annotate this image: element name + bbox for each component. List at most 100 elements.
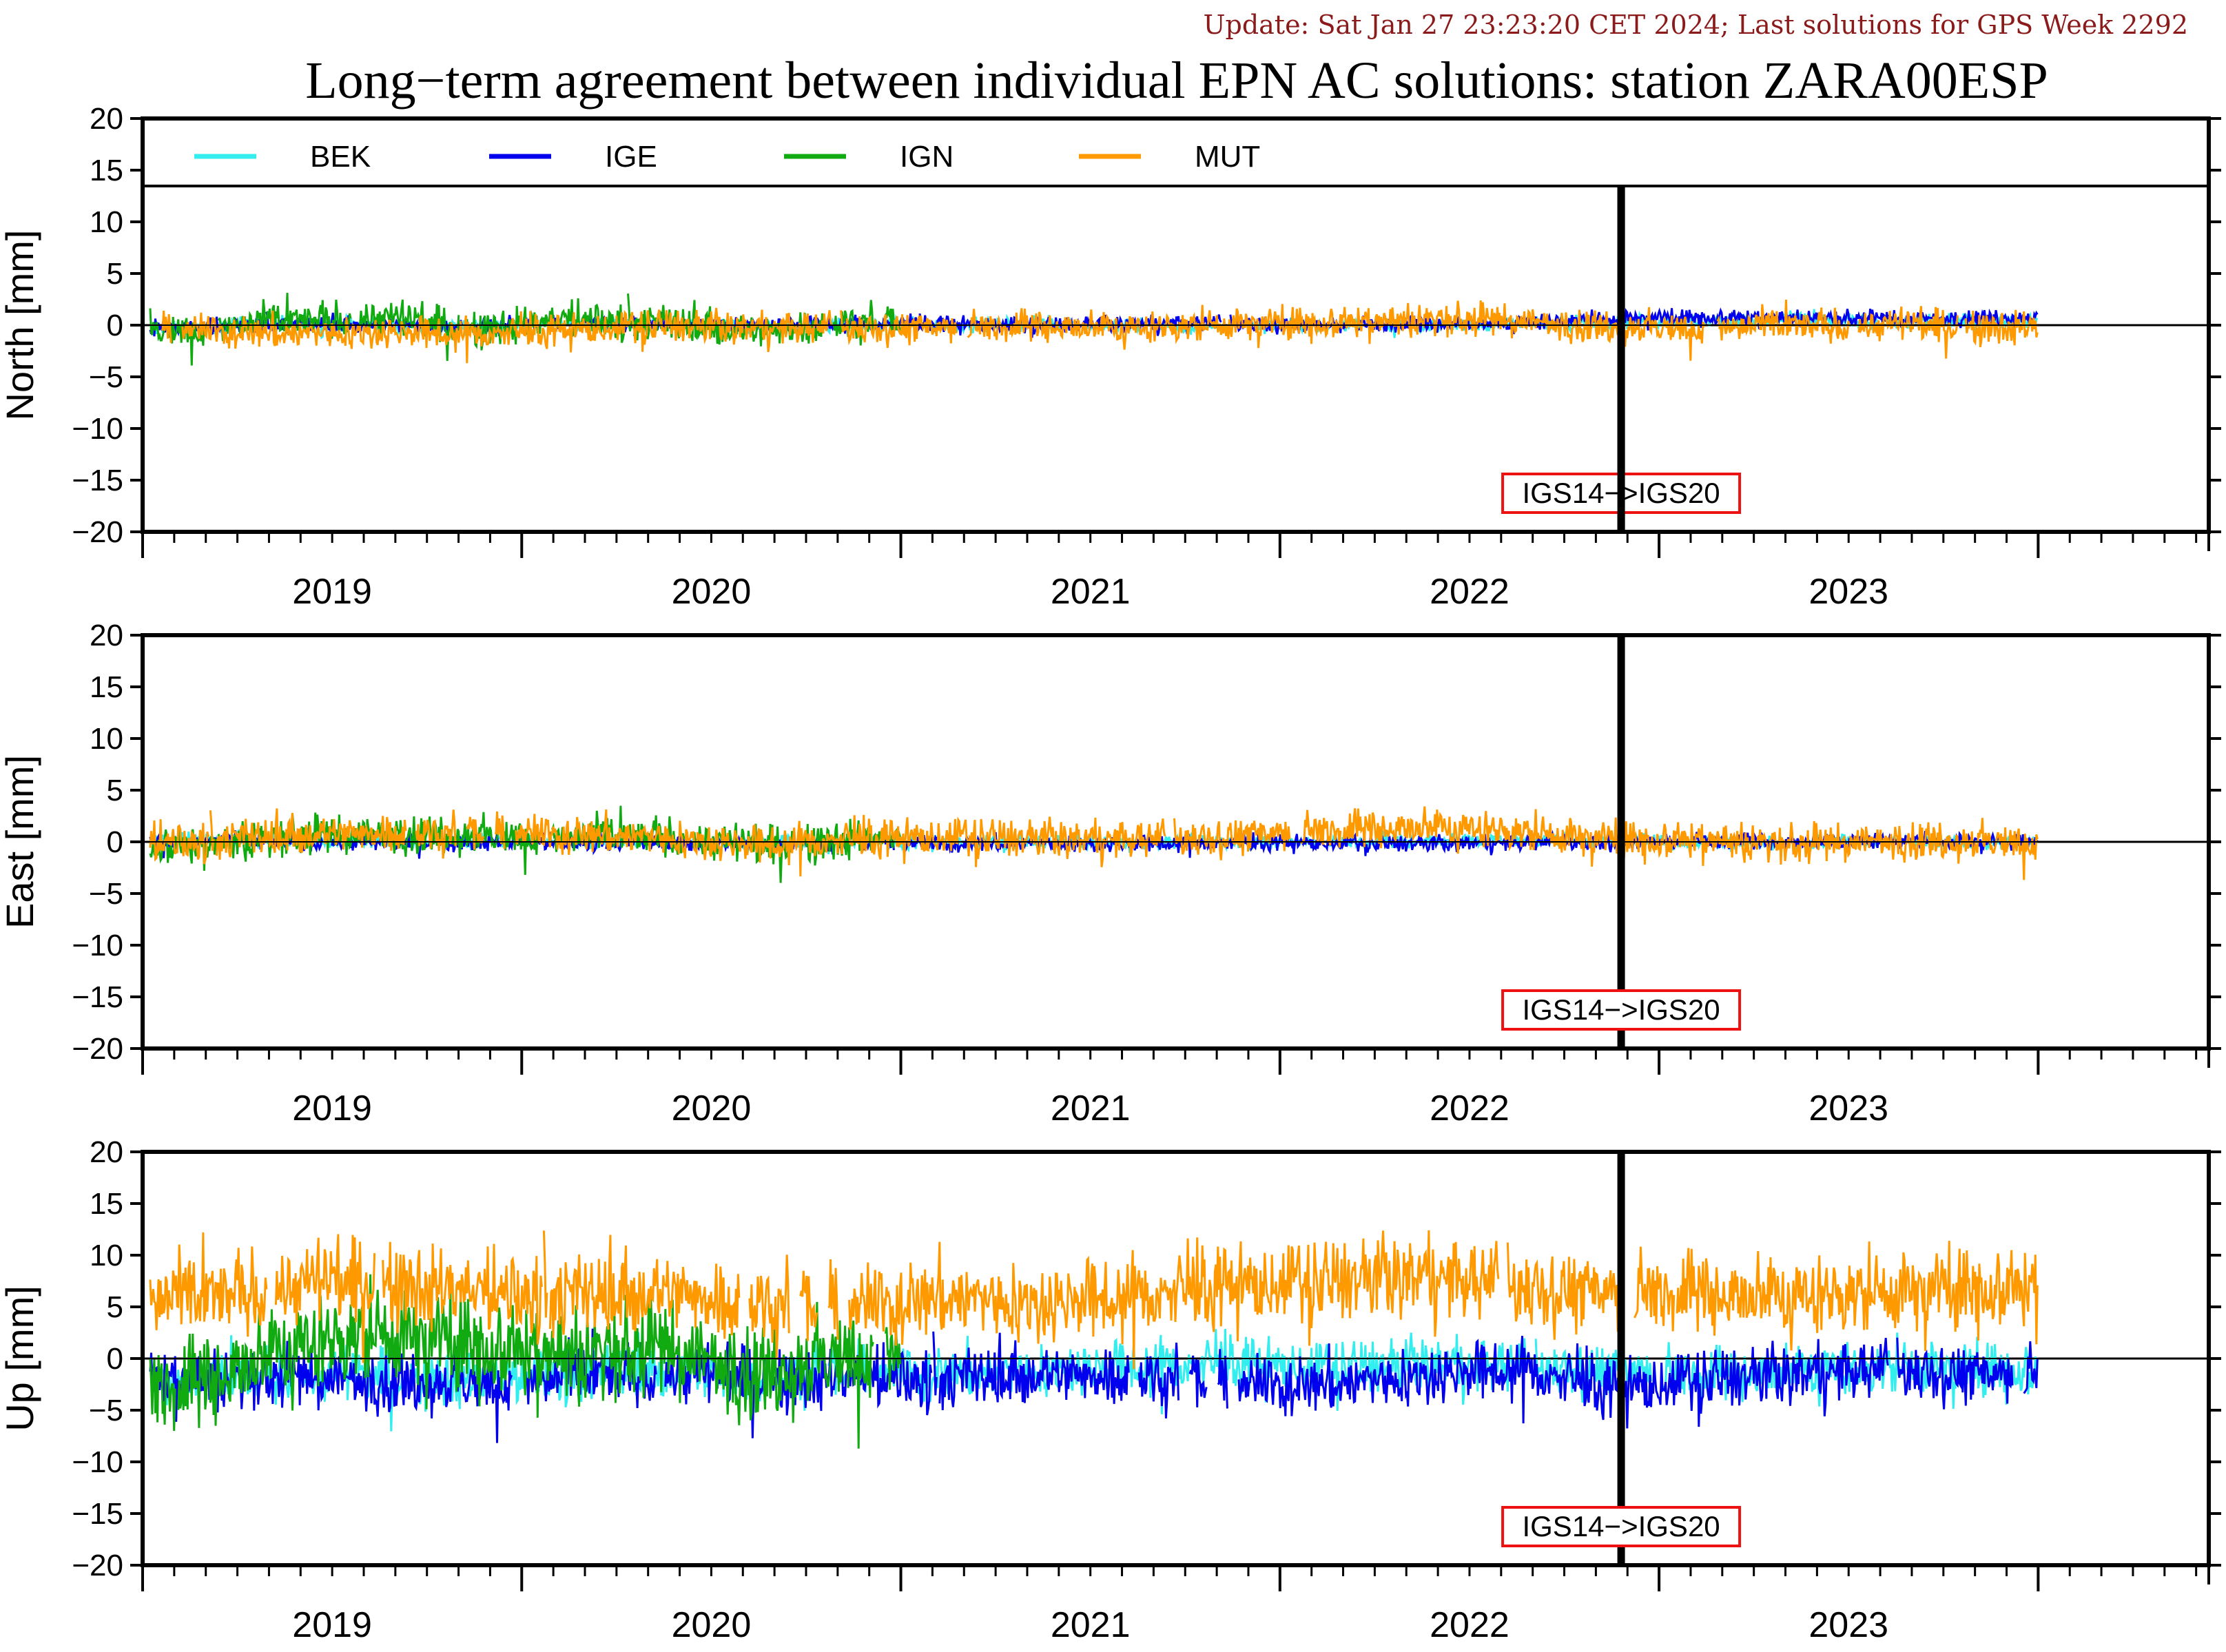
- y-tick-label: 10: [90, 722, 123, 756]
- y-tick-label: −5: [89, 360, 123, 394]
- y-tick-label: −20: [72, 1549, 123, 1582]
- legend-label-ign: IGN: [900, 140, 954, 174]
- series-line-ign: [149, 308, 207, 366]
- year-label-2023: 2023: [1808, 572, 1888, 612]
- frame-change-box: [1501, 1506, 1742, 1547]
- y-tick-label: −20: [72, 515, 123, 549]
- panel-east: IGS14−>IGS20 20 15 10 5 0 −5 −10 −15 −20 East [mm]…: [0, 619, 2221, 1128]
- series-line-mut: [1634, 1246, 1676, 1332]
- y-tick-label: 5: [107, 774, 123, 807]
- series-line-mut: [181, 307, 833, 364]
- y-tick-label: 5: [107, 1290, 123, 1324]
- series-line-mut: [1173, 818, 1291, 860]
- year-label-2022: 2022: [1430, 1605, 1509, 1645]
- y-tick-label: 5: [107, 257, 123, 291]
- legend-label-bek: BEK: [310, 140, 371, 174]
- series-line-mut: [515, 809, 1166, 877]
- panel-up: IGS14−>IGS20 20 15 10 5 0 −5 −10 −15 −20 Up [mm] 20…: [0, 1135, 2221, 1645]
- y-tick-label: 10: [90, 205, 123, 239]
- series-line-mut: [415, 809, 457, 859]
- y-tick-label: −5: [89, 877, 123, 911]
- series-line-mut: [1506, 1242, 1625, 1340]
- series-line-mut: [149, 1232, 268, 1337]
- y-tick-label: 20: [90, 619, 123, 652]
- y-tick-label: 15: [90, 1187, 123, 1221]
- y-tick-label: −20: [72, 1032, 123, 1066]
- year-label-2022: 2022: [1430, 1088, 1509, 1128]
- y-axis-label: Up [mm]: [0, 1286, 41, 1432]
- series-line-mut: [827, 1259, 839, 1340]
- series-line-mut: [1716, 299, 1851, 344]
- series-line-mut: [848, 1230, 1500, 1370]
- update-timestamp: Update: Sat Jan 27 23:23:20 CET 2024; La…: [1203, 10, 2188, 40]
- series-line-mut: [1676, 1241, 2039, 1352]
- series-line-ign: [884, 1327, 901, 1390]
- y-axis-label: East [mm]: [0, 755, 41, 929]
- year-label-2023: 2023: [1808, 1088, 1888, 1128]
- year-label-2020: 2020: [672, 1605, 752, 1645]
- year-label-2020: 2020: [672, 572, 752, 612]
- legend-label-mut: MUT: [1195, 140, 1260, 174]
- series-line-ign: [177, 1274, 874, 1449]
- frame-change-label: IGS14−>IGS20: [1522, 1510, 1720, 1542]
- year-label-2021: 2021: [1051, 572, 1131, 612]
- y-tick-label: 15: [90, 670, 123, 704]
- series-line-mut: [548, 1235, 741, 1339]
- year-label-2022: 2022: [1430, 572, 1509, 612]
- year-label-2020: 2020: [672, 1088, 752, 1128]
- y-tick-label: 10: [90, 1239, 123, 1272]
- y-tick-label: −10: [72, 929, 123, 962]
- series-line-mut: [161, 311, 172, 343]
- y-tick-label: 20: [90, 102, 123, 136]
- series-line-mut: [209, 810, 215, 851]
- y-axis-label: North [mm]: [0, 230, 41, 421]
- series-line-mut: [840, 310, 958, 349]
- series-line-ige: [1237, 1336, 1889, 1429]
- y-tick-label: 0: [107, 309, 123, 342]
- year-label-2021: 2021: [1051, 1088, 1131, 1128]
- series-line-mut: [1964, 309, 2039, 348]
- series-line-mut: [1009, 300, 1707, 361]
- series-line-mut: [1342, 806, 2039, 880]
- legend: BEK IGE IGN MUT: [141, 116, 2211, 534]
- year-label-2019: 2019: [292, 1088, 372, 1128]
- series-line-ige: [938, 1332, 1130, 1411]
- year-label-2019: 2019: [292, 1605, 372, 1645]
- y-tick-label: 0: [107, 1342, 123, 1376]
- y-tick-label: 0: [107, 825, 123, 859]
- series-line-mut: [542, 1230, 548, 1318]
- y-tick-label: −10: [72, 412, 123, 446]
- frame-change-label: IGS14−>IGS20: [1522, 993, 1720, 1026]
- figure-title: Long−term agreement between individual E…: [305, 52, 2048, 110]
- y-tick-label: 15: [90, 154, 123, 187]
- series-line-mut: [748, 1255, 790, 1359]
- series-line-ige: [932, 1331, 938, 1396]
- y-tick-label: −15: [72, 980, 123, 1014]
- year-label-2023: 2023: [1808, 1605, 1888, 1645]
- y-tick-label: −5: [89, 1394, 123, 1427]
- series-line-mut: [1857, 306, 1959, 359]
- series-line-ige: [1188, 1355, 1208, 1407]
- series-line-ign: [149, 1354, 176, 1432]
- panels-group: IGS14−>IGS20 20 15 10 5 0 −5 −10 −15 −20 North [mm…: [0, 102, 2221, 1645]
- series-line-mut: [149, 819, 209, 865]
- y-tick-label: 20: [90, 1135, 123, 1169]
- year-label-2019: 2019: [292, 572, 372, 612]
- legend-label-ige: IGE: [605, 140, 657, 174]
- frame-change-box: [1501, 989, 1742, 1031]
- series-line-mut: [494, 811, 506, 849]
- series-line-mut: [799, 1270, 818, 1341]
- series-line-ige: [1896, 1337, 2014, 1410]
- y-tick-label: −15: [72, 464, 123, 497]
- series-line-mut: [274, 1234, 376, 1363]
- y-tick-label: −15: [72, 1497, 123, 1531]
- year-label-2021: 2021: [1051, 1605, 1131, 1645]
- series-line-ige: [2023, 1341, 2039, 1394]
- y-tick-label: −10: [72, 1445, 123, 1479]
- series-line-mut: [466, 816, 485, 850]
- series-line-mut: [382, 1241, 543, 1345]
- series-line-ige: [1137, 1342, 1179, 1418]
- series-line-ige: [1217, 1349, 1228, 1409]
